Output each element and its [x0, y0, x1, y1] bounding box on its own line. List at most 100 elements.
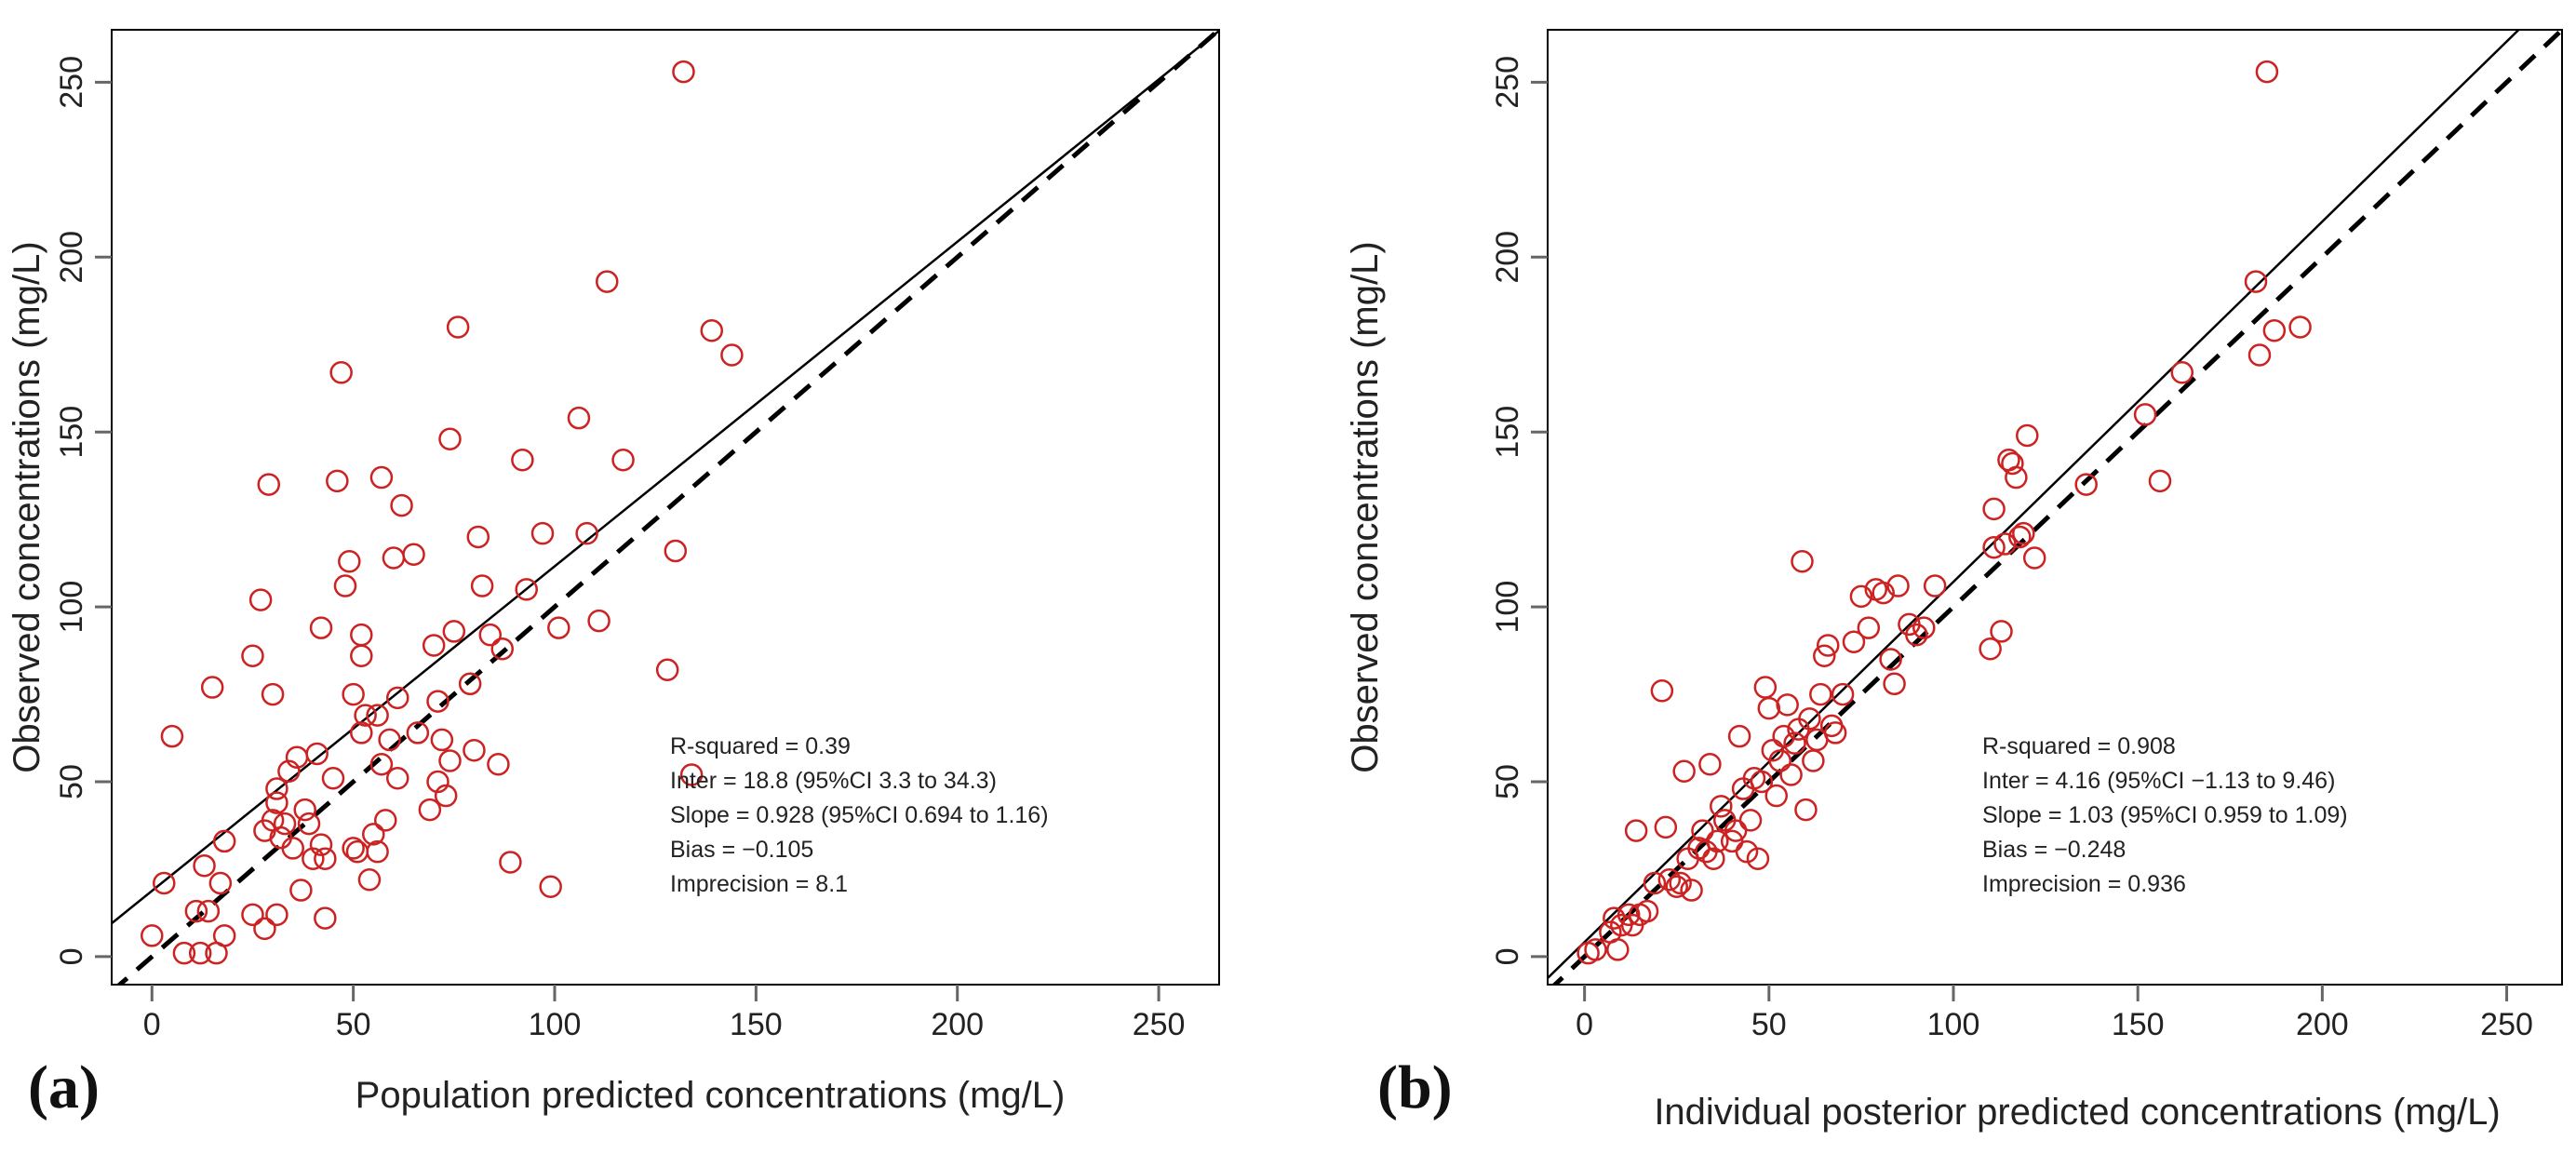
- panel-label: (b): [1377, 1053, 1453, 1121]
- x-tick-label: 50: [1751, 1007, 1787, 1042]
- data-point: [302, 847, 325, 870]
- data-point: [1982, 535, 2006, 559]
- stats-annotation: R-squared = 0.39: [670, 733, 851, 759]
- data-point: [442, 620, 466, 643]
- data-point: [366, 704, 389, 727]
- y-tick-label: 0: [1490, 947, 1525, 965]
- y-tick-label: 200: [1490, 231, 1525, 284]
- data-point: [664, 539, 688, 563]
- x-tick-label: 100: [1927, 1007, 1980, 1042]
- data-point: [530, 521, 555, 545]
- data-point: [2133, 403, 2157, 426]
- data-point: [265, 777, 288, 800]
- data-point: [611, 449, 635, 472]
- data-point: [326, 469, 349, 493]
- data-point: [265, 903, 288, 927]
- data-point: [196, 899, 221, 923]
- data-point: [1650, 679, 1674, 703]
- stats-annotation: Inter = 4.16 (95%CI −1.13 to 9.46): [1982, 768, 2335, 794]
- data-point: [1923, 574, 1947, 597]
- identity-line: [115, 30, 1219, 985]
- data-point: [305, 742, 329, 766]
- data-point: [390, 493, 413, 517]
- data-point: [314, 847, 337, 870]
- data-point: [1706, 829, 1729, 853]
- data-point: [374, 809, 397, 832]
- y-tick-label: 250: [54, 56, 89, 109]
- panel-b: 0 50 100 150 200 250 0 50 100 150 200 250 Individual…: [1345, 29, 2563, 1133]
- data-point: [1883, 672, 1906, 696]
- stats-annotation: Inter = 18.8 (95%CI 3.3 to 34.3): [670, 768, 997, 794]
- data-point: [265, 791, 288, 814]
- data-point: [1798, 707, 1821, 731]
- data-point: [354, 704, 377, 727]
- x-axis-label: Individual posterior predicted concentra…: [1654, 1092, 2500, 1133]
- data-point: [1657, 868, 1682, 892]
- data-point: [378, 728, 401, 752]
- data-point: [338, 550, 361, 573]
- stats-annotation: Imprecision = 0.936: [1982, 871, 2186, 897]
- data-point: [1724, 819, 1748, 842]
- y-tick-label: 100: [1490, 581, 1525, 634]
- data-point: [1702, 847, 1725, 870]
- data-point: [1680, 879, 1703, 902]
- data-point: [1831, 682, 1855, 706]
- x-tick-label: 50: [336, 1007, 371, 1042]
- data-point: [253, 917, 276, 941]
- data-point: [487, 752, 510, 776]
- data-point: [350, 644, 373, 667]
- x-tick-label: 150: [730, 1007, 783, 1042]
- data-point: [446, 315, 470, 339]
- data-point: [655, 658, 679, 682]
- data-point: [1802, 749, 1825, 772]
- data-point: [567, 406, 591, 430]
- data-point: [499, 851, 522, 874]
- data-point: [1823, 721, 1847, 745]
- data-point: [1624, 819, 1648, 842]
- plot-frame: [1547, 29, 2563, 986]
- data-point: [1720, 829, 1744, 853]
- data-point: [2170, 361, 2194, 384]
- stats-annotation: Slope = 0.928 (95%CI 0.694 to 1.16): [670, 802, 1049, 828]
- data-point: [1849, 584, 1873, 609]
- x-tick-label: 200: [2296, 1007, 2349, 1042]
- data-point: [2005, 465, 2028, 490]
- data-point: [430, 728, 454, 752]
- data-point: [342, 837, 365, 860]
- data-point: [2244, 270, 2268, 293]
- data-point: [1669, 871, 1692, 895]
- data-point: [463, 738, 486, 762]
- data-point: [1727, 724, 1751, 748]
- data-point: [720, 343, 744, 367]
- x-tick-label: 250: [1133, 1007, 1186, 1042]
- data-point: [1816, 634, 1840, 657]
- data-point: [1779, 763, 1803, 786]
- data-point: [1698, 752, 1722, 776]
- data-point: [172, 941, 196, 965]
- data-point: [2074, 473, 2098, 496]
- data-point: [1746, 847, 1770, 870]
- data-point: [539, 875, 562, 899]
- y-tick-label: 150: [54, 406, 89, 459]
- data-point: [289, 879, 313, 902]
- data-point: [1791, 550, 1814, 573]
- data-point: [2148, 469, 2172, 493]
- data-point: [212, 924, 236, 947]
- data-point: [2255, 60, 2279, 84]
- data-point: [2022, 546, 2046, 570]
- data-point: [2262, 318, 2287, 342]
- panel-label: (a): [28, 1053, 100, 1121]
- data-point: [1979, 637, 2002, 661]
- data-point: [193, 853, 216, 878]
- data-point: [257, 473, 281, 496]
- data-point: [511, 449, 534, 472]
- data-point: [1842, 630, 1866, 653]
- y-axis-label: Observed concentrations (mg/L): [1345, 241, 1386, 772]
- data-point: [1905, 623, 1928, 647]
- data-point: [1750, 770, 1774, 794]
- data-point: [1879, 648, 1902, 671]
- stats-annotation: Slope = 1.03 (95%CI 0.959 to 1.09): [1982, 802, 2348, 828]
- data-point: [1886, 574, 1910, 597]
- data-point: [200, 676, 224, 699]
